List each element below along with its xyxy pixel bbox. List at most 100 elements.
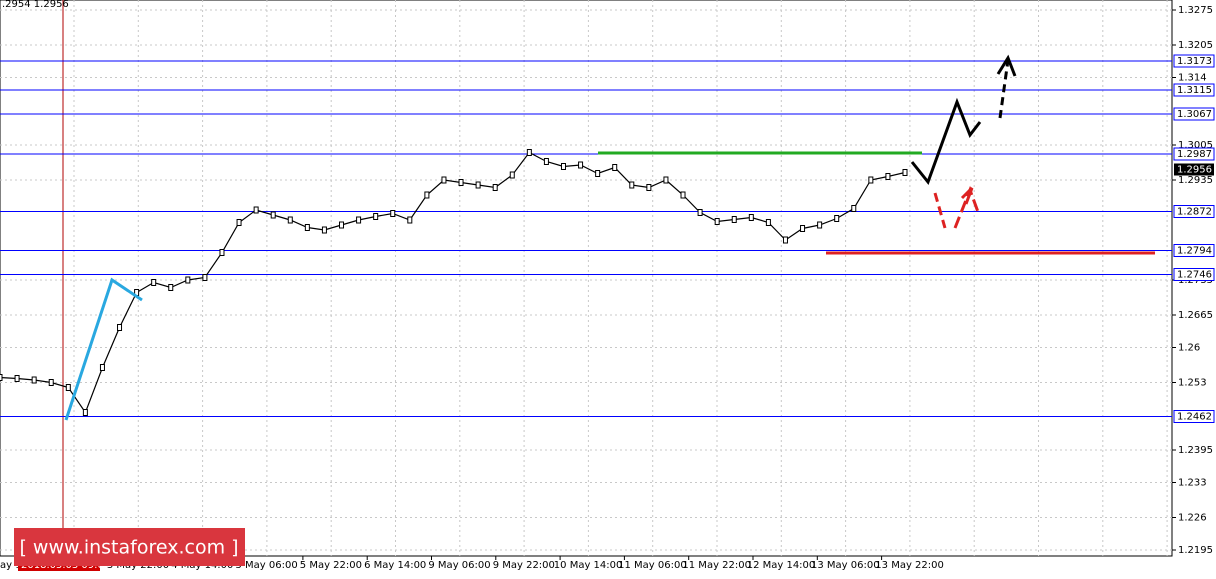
candle	[595, 170, 601, 177]
candle	[99, 364, 105, 371]
level-label: 1.3067	[1177, 109, 1212, 120]
candle	[714, 218, 720, 225]
level-label: 1.3115	[1177, 85, 1212, 96]
y-tick-label: 1.2195	[1178, 545, 1213, 556]
candle	[817, 221, 823, 229]
level-label-box	[1173, 147, 1215, 161]
x-tick-label: 11 May 22:00	[682, 560, 751, 571]
x-tick-label: 6 May 14:00	[364, 560, 426, 571]
candle	[0, 374, 3, 381]
y-tick-label: 1.26	[1178, 343, 1200, 354]
candle	[868, 176, 874, 184]
candle	[65, 384, 71, 391]
candle	[117, 324, 123, 331]
watermark-box	[14, 528, 245, 566]
y-tick-label: 1.3205	[1178, 40, 1213, 51]
candle	[834, 215, 840, 222]
candle	[48, 379, 54, 386]
watermark: [ www.instaforex.com ]	[19, 537, 238, 559]
x-tick-label: 9 May 22:00	[493, 560, 555, 571]
level-label-box	[1173, 205, 1215, 218]
candle	[14, 375, 20, 382]
y-tick-label: 1.233	[1178, 478, 1207, 489]
y-tick-label: 1.3275	[1178, 5, 1213, 16]
x-tick-label: 10 May 14:00	[554, 560, 623, 571]
candle	[851, 205, 857, 212]
candle	[219, 249, 225, 256]
plot-frame	[0, 0, 1173, 557]
candle	[270, 211, 276, 219]
x-tick-label: 5 May 06:00	[235, 560, 297, 571]
levels: 1.3173 1.3115 1.3067 1.2987 1.2872 1.2794 1.27…	[0, 54, 1215, 423]
candle	[236, 219, 242, 226]
candle	[748, 214, 754, 221]
candle	[578, 161, 584, 169]
level-label-box	[1173, 83, 1215, 97]
candle	[800, 225, 806, 232]
candle	[356, 216, 362, 224]
candle	[629, 181, 635, 189]
y-tick-label: 1.253	[1178, 378, 1207, 389]
candle	[765, 219, 771, 226]
candle	[287, 216, 293, 224]
candle	[31, 376, 37, 384]
series	[0, 149, 908, 416]
candle	[441, 176, 447, 184]
candle	[202, 274, 208, 281]
candle	[424, 191, 430, 199]
candle	[151, 279, 157, 286]
candle	[492, 184, 498, 191]
candle	[697, 209, 703, 216]
x-tick-label: 13 May 06:00	[811, 560, 880, 571]
candle	[731, 216, 737, 223]
y-tick-label: 1.314	[1178, 73, 1207, 84]
level-label-box	[1173, 107, 1215, 121]
candle	[82, 409, 88, 416]
y-tick-label: 1.2935	[1178, 175, 1213, 186]
candle	[885, 173, 891, 180]
candle	[253, 206, 259, 214]
level-label-box	[1173, 244, 1215, 257]
candle	[304, 224, 310, 231]
x-tick-label: ay 1	[0, 560, 22, 571]
y-tick-label: 1.3005	[1178, 140, 1213, 151]
candle	[646, 184, 652, 191]
price-line	[0, 151, 906, 414]
y-tick-label: 1.2665	[1178, 310, 1213, 321]
level-label-box	[1173, 268, 1215, 281]
candle	[782, 236, 788, 244]
y-tick-label: 1.226	[1178, 513, 1207, 524]
level-label: 1.3173	[1177, 56, 1212, 67]
candle	[526, 149, 532, 156]
candle	[339, 221, 345, 229]
x-tick-label: 12 May 14:00	[747, 560, 816, 571]
alt-arrow	[933, 192, 947, 229]
candle	[185, 276, 191, 284]
x-tick-label: 5 May 22:00	[300, 560, 362, 571]
level-label: 1.2794	[1177, 246, 1212, 257]
level-label: 1.2987	[1177, 149, 1212, 160]
candle	[321, 226, 327, 234]
candle	[560, 163, 566, 170]
y-tick-label: 1.2395	[1178, 445, 1213, 456]
candle	[407, 216, 413, 224]
candle	[390, 210, 396, 217]
grid: 1.32751.32051.3141.30051.29351.27351.266…	[0, 0, 1213, 556]
ohlc-text: .2954 1.2956	[2, 0, 69, 10]
level-label-box	[1173, 54, 1215, 68]
candle	[612, 164, 618, 171]
forecast-arrow	[910, 97, 982, 186]
level-label: 1.2746	[1177, 270, 1212, 281]
level-label: 1.2872	[1177, 207, 1212, 218]
candle	[543, 158, 549, 165]
price-label-box	[1174, 163, 1214, 176]
candle	[458, 179, 464, 186]
wave-annotation	[64, 277, 143, 421]
candle	[509, 171, 515, 179]
arrow-head	[996, 54, 1017, 77]
candle	[680, 191, 686, 199]
price-label: 1.2956	[1177, 165, 1212, 176]
candle	[663, 176, 669, 184]
